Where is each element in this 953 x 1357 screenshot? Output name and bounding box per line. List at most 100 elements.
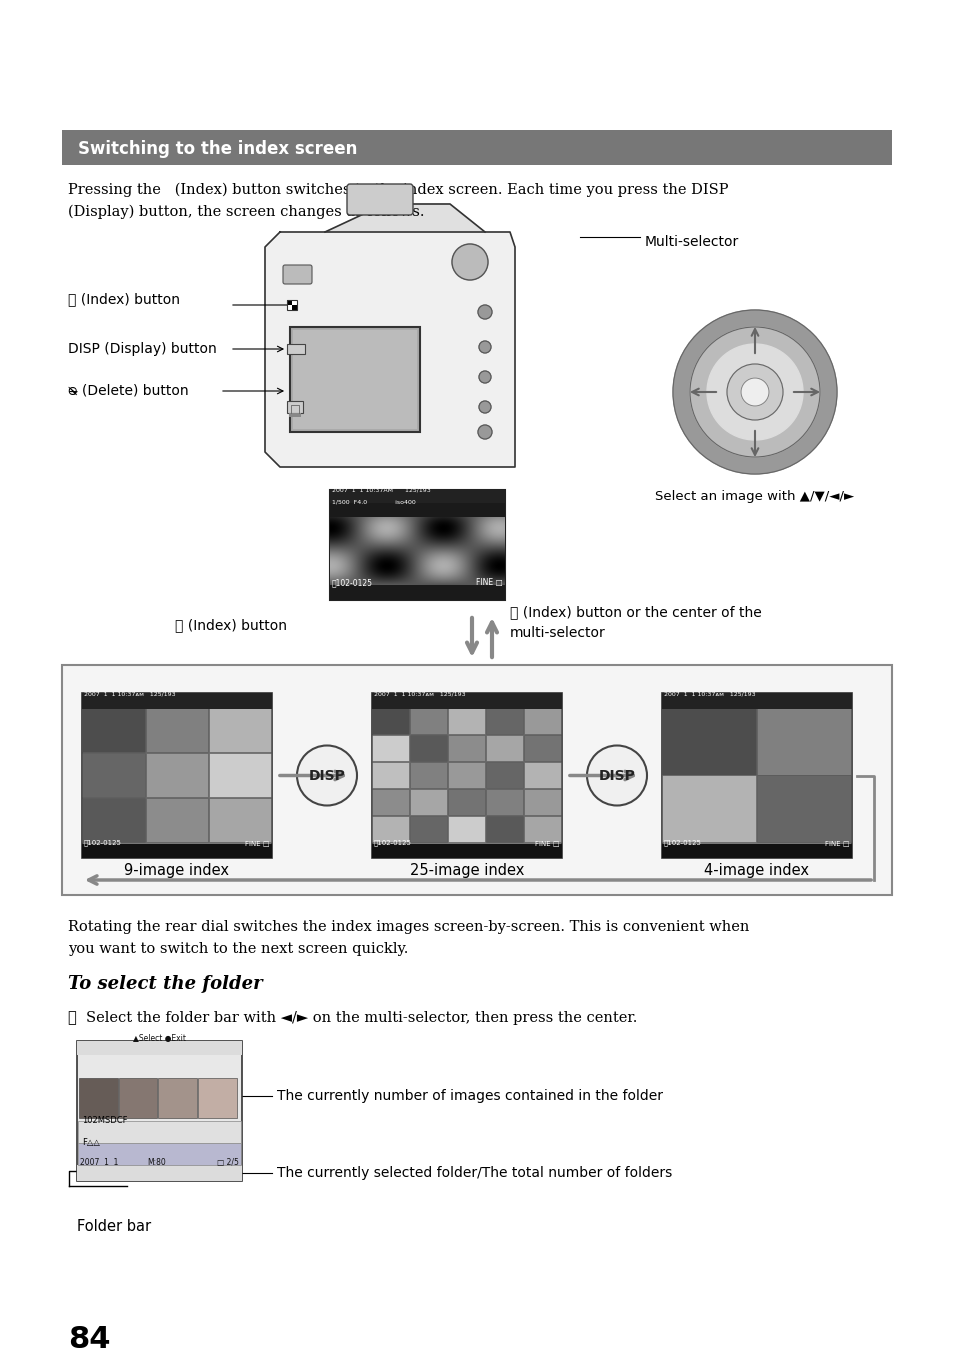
- Bar: [661, 775, 756, 841]
- Text: Switching to the index screen: Switching to the index screen: [78, 140, 357, 157]
- Bar: [448, 734, 485, 761]
- Text: FINE □: FINE □: [824, 840, 849, 845]
- FancyBboxPatch shape: [283, 265, 312, 284]
- Text: DISP: DISP: [308, 768, 345, 783]
- FancyBboxPatch shape: [62, 665, 891, 896]
- Bar: [524, 816, 561, 841]
- Bar: [486, 734, 523, 761]
- Text: ⌖102-0125: ⌖102-0125: [84, 840, 122, 845]
- Bar: [198, 1077, 236, 1118]
- Text: you want to switch to the next screen quickly.: you want to switch to the next screen qu…: [68, 942, 408, 955]
- Bar: [524, 788, 561, 816]
- Bar: [524, 761, 561, 788]
- Bar: [209, 753, 272, 797]
- Bar: [486, 816, 523, 841]
- Bar: [287, 300, 296, 309]
- Text: To select the folder: To select the folder: [68, 974, 262, 993]
- Bar: [290, 327, 419, 432]
- Text: DISP: DISP: [598, 768, 635, 783]
- Text: ⬛ (Index) button or the center of the
multi-selector: ⬛ (Index) button or the center of the mu…: [510, 605, 760, 641]
- Circle shape: [726, 364, 782, 421]
- Bar: [448, 788, 485, 816]
- Text: FINE □: FINE □: [535, 840, 559, 845]
- Circle shape: [477, 425, 492, 440]
- Bar: [410, 816, 447, 841]
- Text: M:80: M:80: [147, 1158, 166, 1167]
- Circle shape: [478, 402, 491, 413]
- Bar: [82, 693, 272, 708]
- Bar: [82, 707, 145, 752]
- Circle shape: [477, 305, 492, 319]
- Bar: [661, 693, 851, 708]
- Bar: [448, 707, 485, 734]
- Text: 2007  1  1 10:37ᴀᴍ   125/193: 2007 1 1 10:37ᴀᴍ 125/193: [84, 691, 175, 696]
- Bar: [292, 305, 296, 309]
- Text: 1/500  F4.0              iso400: 1/500 F4.0 iso400: [332, 499, 416, 505]
- Text: 2007  1  1: 2007 1 1: [80, 1158, 118, 1167]
- Bar: [78, 1121, 241, 1143]
- Bar: [757, 775, 851, 841]
- Bar: [410, 788, 447, 816]
- Bar: [486, 761, 523, 788]
- Text: 84: 84: [68, 1324, 111, 1354]
- Bar: [209, 798, 272, 841]
- Text: □ 2/5: □ 2/5: [217, 1158, 239, 1167]
- Bar: [661, 844, 851, 858]
- Bar: [372, 761, 409, 788]
- Bar: [486, 788, 523, 816]
- Text: The currently selected folder/The total number of folders: The currently selected folder/The total …: [276, 1166, 672, 1181]
- Bar: [287, 345, 305, 354]
- Bar: [330, 490, 504, 600]
- Bar: [372, 693, 561, 708]
- Circle shape: [689, 327, 820, 457]
- Bar: [146, 798, 208, 841]
- Bar: [118, 1077, 157, 1118]
- Circle shape: [296, 745, 356, 806]
- Bar: [524, 707, 561, 734]
- Text: ⬛ (Index) button: ⬛ (Index) button: [68, 292, 180, 305]
- Circle shape: [478, 370, 491, 383]
- Bar: [330, 503, 504, 517]
- Bar: [158, 1077, 197, 1118]
- Bar: [82, 844, 272, 858]
- Text: ⌖102-0125: ⌖102-0125: [332, 578, 373, 588]
- Bar: [82, 753, 145, 797]
- Bar: [410, 707, 447, 734]
- Text: ⌖102-0125: ⌖102-0125: [374, 840, 412, 845]
- Bar: [292, 300, 296, 305]
- Bar: [372, 693, 561, 858]
- Bar: [372, 788, 409, 816]
- Text: ①  Select the folder bar with ◄/► on the multi-selector, then press the center.: ① Select the folder bar with ◄/► on the …: [68, 1011, 637, 1025]
- Circle shape: [586, 745, 646, 806]
- Text: Folder bar: Folder bar: [77, 1219, 151, 1234]
- Bar: [82, 798, 145, 841]
- Bar: [79, 1077, 117, 1118]
- Text: Select an image with ▲/▼/◄/►: Select an image with ▲/▼/◄/►: [655, 490, 854, 503]
- Text: F△△: F△△: [82, 1139, 100, 1147]
- Text: 9-image index: 9-image index: [125, 863, 230, 878]
- Polygon shape: [265, 232, 515, 467]
- Bar: [287, 300, 292, 305]
- Text: 2007  1  1 10:37ᴀᴍ   125/193: 2007 1 1 10:37ᴀᴍ 125/193: [663, 691, 755, 696]
- Bar: [410, 734, 447, 761]
- Text: ᴓ̶ (Delete) button: ᴓ̶ (Delete) button: [68, 384, 189, 398]
- Text: ⬛ (Index) button: ⬛ (Index) button: [174, 617, 287, 632]
- Bar: [146, 707, 208, 752]
- Bar: [372, 844, 561, 858]
- Bar: [757, 707, 851, 775]
- FancyBboxPatch shape: [347, 185, 413, 214]
- Bar: [524, 734, 561, 761]
- Bar: [287, 305, 292, 309]
- Bar: [77, 1041, 242, 1181]
- Text: 2007  1  1 10:37ᴀᴍ   125/193: 2007 1 1 10:37ᴀᴍ 125/193: [374, 691, 465, 696]
- Text: 25-image index: 25-image index: [410, 863, 523, 878]
- Bar: [77, 1041, 242, 1054]
- Bar: [372, 734, 409, 761]
- Bar: [77, 1166, 242, 1181]
- Bar: [661, 693, 851, 858]
- Bar: [372, 707, 409, 734]
- Bar: [82, 693, 272, 858]
- Bar: [293, 330, 416, 429]
- Text: 2007  1  1 10:37AM      125/193: 2007 1 1 10:37AM 125/193: [332, 487, 431, 493]
- Circle shape: [706, 345, 802, 440]
